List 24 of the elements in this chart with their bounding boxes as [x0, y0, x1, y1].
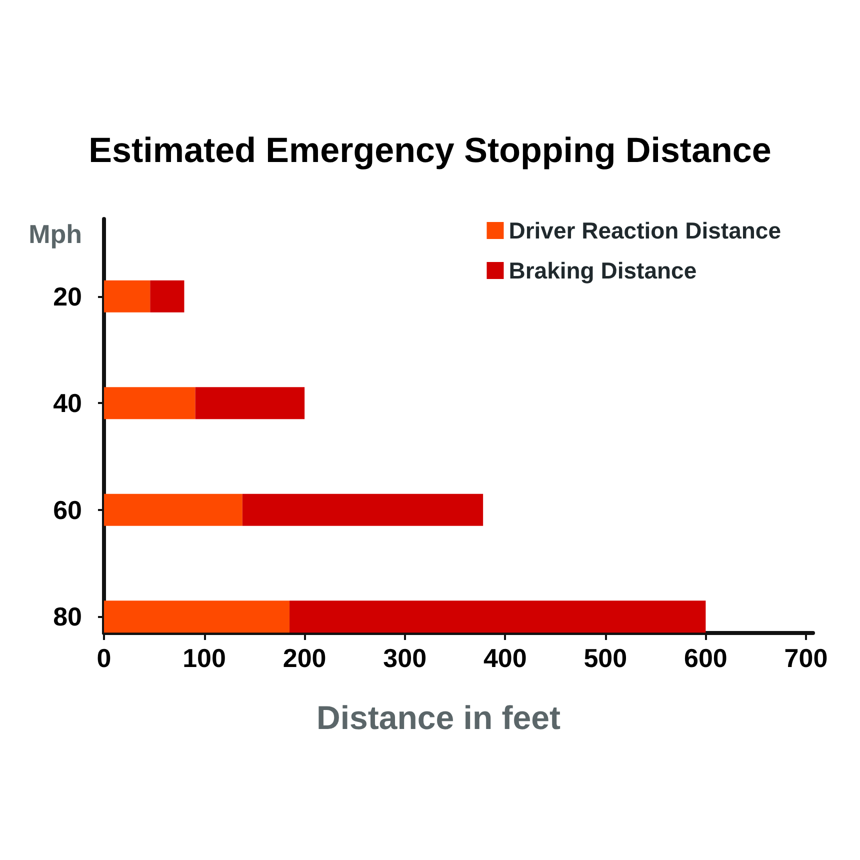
- bar: [242, 494, 484, 526]
- x-tick-label: 0: [96, 643, 112, 673]
- chart-title: Estimated Emergency Stopping Distance: [88, 131, 772, 170]
- x-tick-label: 600: [684, 643, 728, 673]
- bar: [104, 494, 242, 526]
- y-tick-label: 80: [53, 602, 82, 632]
- y-tick-label: 60: [53, 494, 82, 525]
- legend-label: Braking Distance: [508, 258, 697, 284]
- bar: [104, 387, 196, 420]
- x-tick-label: 100: [182, 643, 226, 673]
- y-tick-label: 20: [53, 281, 82, 312]
- bar: [104, 600, 290, 633]
- x-axis-title: Distance in feet: [316, 699, 560, 736]
- bar: [150, 280, 184, 312]
- bar: [195, 387, 305, 420]
- x-tick-label: 400: [483, 643, 527, 673]
- y-axis-title: Mph: [28, 219, 82, 249]
- y-tick-label: 40: [53, 388, 82, 418]
- x-tick-label: 500: [584, 643, 628, 673]
- x-tick-label: 300: [383, 643, 427, 673]
- x-tick-label: 200: [282, 643, 326, 673]
- bar: [104, 280, 150, 312]
- x-tick-label: 700: [784, 643, 828, 673]
- legend-label: Driver Reaction Distance: [508, 218, 782, 244]
